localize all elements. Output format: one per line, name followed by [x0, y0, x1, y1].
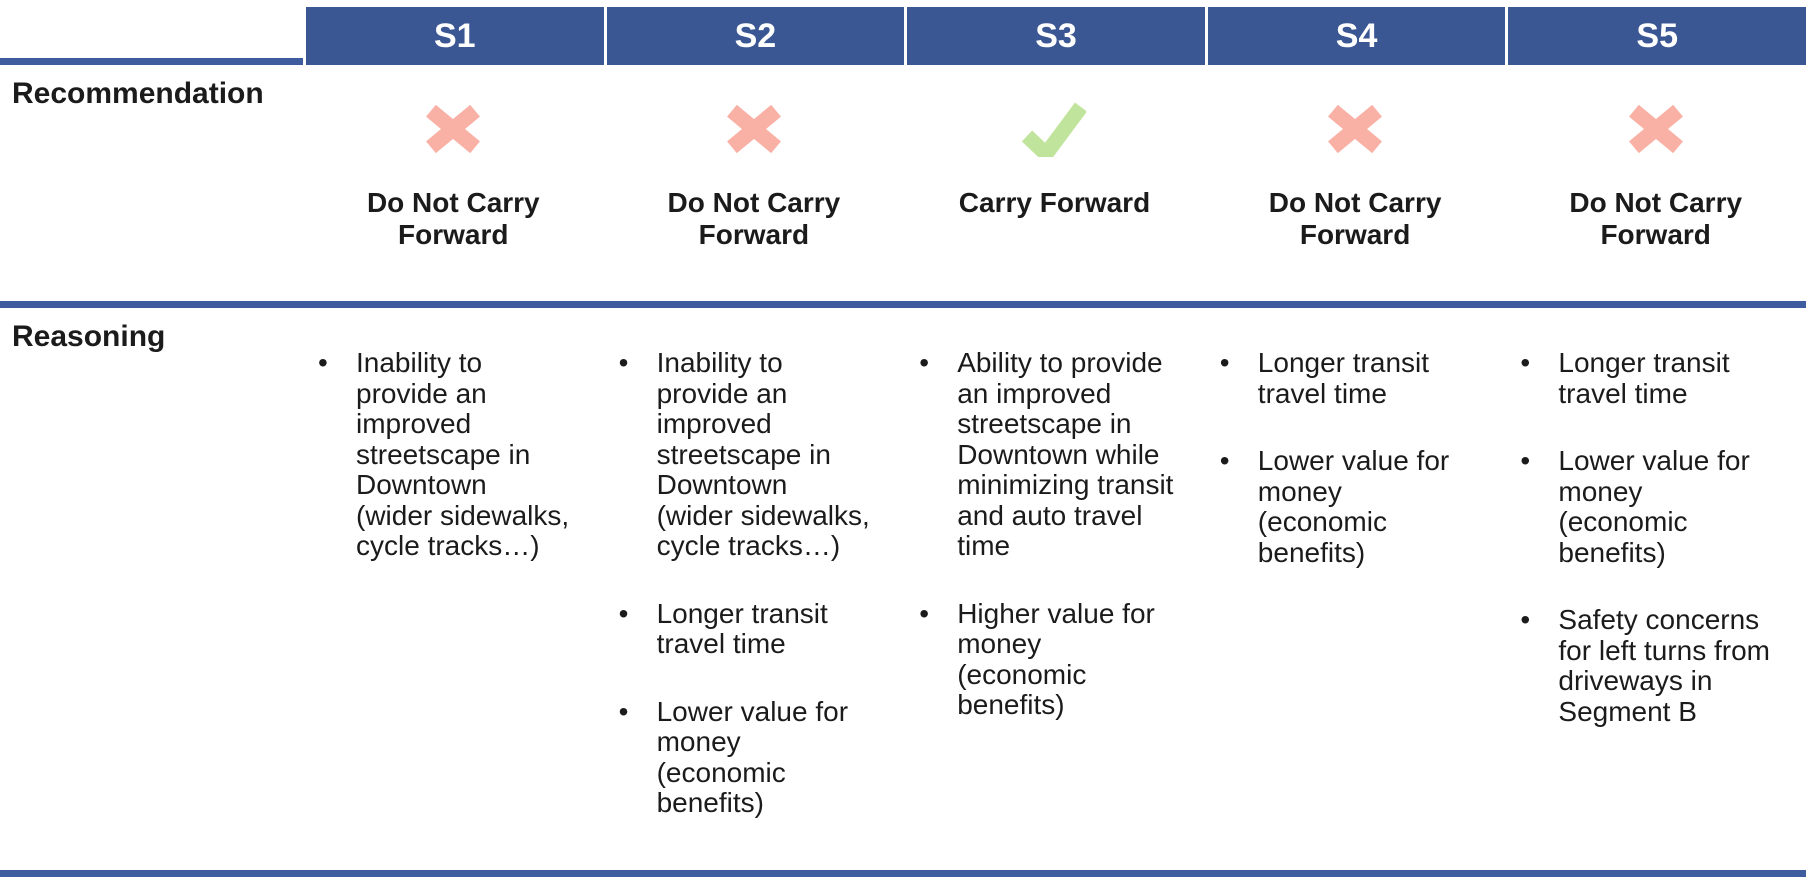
recommendation-verdict-s4: Do Not Carry Forward [1268, 187, 1442, 250]
reason-text: Inability to provide an improved streets… [656, 347, 870, 561]
column-header-s3: S3 [907, 7, 1205, 65]
reason-text: Longer transit travel time [1257, 347, 1430, 409]
bullet-dot-icon: • [618, 597, 629, 629]
recommendation-cell-s4: Do Not Carry Forward [1205, 65, 1506, 301]
bullet-dot-icon: • [618, 695, 629, 727]
reasoning-row: Reasoning • Inability to provide an impr… [0, 301, 1806, 870]
recommendation-verdict-s1: Do Not Carry Forward [366, 187, 540, 250]
recommendation-row: Recommendation Do Not Carry Forward Do N… [0, 65, 1806, 301]
recommendation-cell-s5: Do Not Carry Forward [1505, 65, 1806, 301]
column-header-s4: S4 [1207, 7, 1506, 65]
bullet-dot-icon: • [1219, 347, 1230, 378]
reason-bullet: • Longer transit travel time [604, 597, 905, 660]
recommendation-cell-s1: Do Not Carry Forward [303, 65, 604, 301]
recommendation-cell-s3: Carry Forward [904, 65, 1205, 301]
reason-text: Lower value for money (economic benefits… [656, 695, 849, 818]
reason-bullet: • Longer transit travel time [1205, 347, 1506, 409]
reason-bullet: • Inability to provide an improved stree… [604, 347, 905, 562]
reasoning-cell-s1: • Inability to provide an improved stree… [303, 308, 604, 870]
reason-bullet: • Lower value for money (economic benefi… [604, 695, 905, 819]
recommendation-verdict-s5: Do Not Carry Forward [1569, 187, 1743, 250]
bullet-dot-icon: • [1520, 347, 1531, 378]
reason-bullet: • Safety concerns for left turns from dr… [1505, 604, 1806, 727]
reason-bullet: • Inability to provide an improved stree… [303, 347, 604, 562]
reasoning-cell-s2: • Inability to provide an improved stree… [604, 308, 905, 870]
reject-x-icon [723, 101, 785, 157]
reason-text: Ability to provide an improved streetsca… [957, 347, 1174, 561]
bullet-dot-icon: • [318, 347, 328, 378]
reason-bullet: • Lower value for money (economic benefi… [1205, 445, 1506, 568]
row-label-recommendation: Recommendation [12, 77, 264, 110]
reason-text: Inability to provide an improved streets… [356, 347, 570, 561]
reject-x-icon [1625, 101, 1687, 157]
reason-bullet: • Lower value for money (economic benefi… [1505, 445, 1806, 568]
reasoning-cell-s5: • Longer transit travel time • Lower val… [1505, 308, 1806, 870]
reason-text: Lower value for money (economic benefits… [1257, 445, 1450, 568]
accept-check-icon [1022, 101, 1087, 157]
column-header-s5: S5 [1508, 7, 1806, 65]
bullet-dot-icon: • [919, 597, 929, 629]
bullet-dot-icon: • [1219, 445, 1230, 476]
row-label-reasoning: Reasoning [12, 320, 166, 353]
corner-spacer [0, 0, 303, 65]
reason-bullet: • Ability to provide an improved streets… [904, 347, 1205, 562]
bullet-dot-icon: • [618, 347, 629, 378]
reason-bullet: • Higher value for money (economic benef… [904, 597, 1205, 721]
table-header-row: S1 S2 S3 S4 S5 [0, 0, 1806, 65]
reasoning-cell-s3: • Ability to provide an improved streets… [904, 308, 1205, 870]
bottom-rule [0, 870, 1806, 877]
reason-text: Longer transit travel time [656, 597, 828, 659]
reason-text: Longer transit travel time [1558, 347, 1730, 409]
reason-text: Higher value for money (economic benefit… [957, 597, 1155, 720]
recommendation-cell-s2: Do Not Carry Forward [604, 65, 905, 301]
reject-x-icon [1324, 101, 1386, 157]
bullet-dot-icon: • [1520, 604, 1531, 635]
reason-text: Lower value for money (economic benefits… [1558, 445, 1750, 568]
bullet-dot-icon: • [919, 347, 929, 378]
column-header-s2: S2 [606, 7, 905, 65]
reason-bullet: • Longer transit travel time [1505, 347, 1806, 409]
reason-text: Safety concerns for left turns from driv… [1558, 604, 1771, 727]
column-header-s1: S1 [306, 7, 604, 65]
recommendation-verdict-s2: Do Not Carry Forward [667, 187, 841, 250]
bullet-dot-icon: • [1520, 445, 1531, 476]
reasoning-cell-s4: • Longer transit travel time • Lower val… [1205, 308, 1506, 870]
recommendation-verdict-s3: Carry Forward [958, 187, 1151, 218]
reject-x-icon [422, 101, 484, 157]
